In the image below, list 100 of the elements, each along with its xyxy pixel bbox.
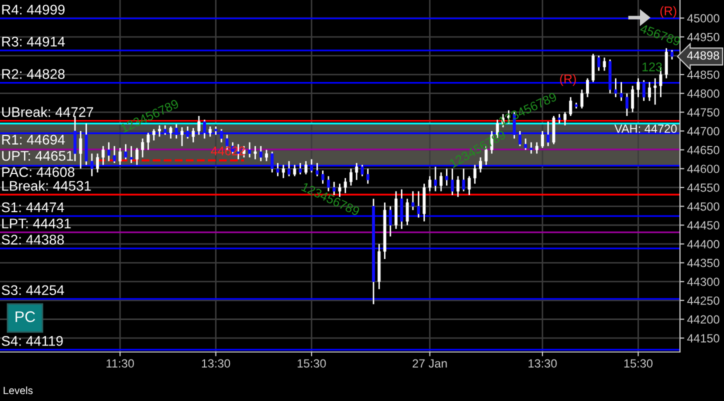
candlestick [259,145,262,162]
candlestick [265,149,268,162]
ref-line-label: S2: 44388 [2,234,64,245]
candlestick [288,160,290,177]
candlestick [203,119,206,140]
candlestick [293,164,296,177]
candlestick [186,126,190,140]
candlestick [648,81,651,102]
y-tick-label: 44200 [687,315,720,324]
candlestick [450,168,454,196]
candlestick [298,162,302,175]
annotation: 123 [642,62,662,72]
candlestick [130,145,133,164]
candlestick [445,168,448,186]
candlestick [220,128,223,143]
y-tick-label: 45000 [687,14,720,22]
candlestick [102,145,105,166]
candlestick [558,113,561,124]
y-tick-label: 44450 [687,221,720,230]
y-tick-label: 44550 [687,184,720,192]
ref-line-label: S3: 44254 [2,285,64,296]
candlestick [524,138,528,151]
candlestick [208,126,212,138]
candlestick [124,143,128,160]
annotation: (R) [660,6,676,18]
x-tick-label: 13:30 [202,359,230,368]
candlestick [614,78,618,98]
y-tick-label: 44750 [687,108,720,117]
candlestick [569,96,572,117]
y-tick-label: 44350 [687,258,720,268]
candlestick [440,172,443,192]
candlestick [456,175,460,198]
candlestick [428,175,432,192]
candlestick [602,56,606,72]
x-tick-label: 15:30 [624,359,653,368]
candlestick [316,162,319,177]
ref-line-label: VAH: 44720 [614,124,677,133]
candlestick [192,127,195,143]
y-tick-label: 44600 [687,164,720,174]
ref-line-label: S1: 44474 [2,202,64,212]
candlestick [270,151,274,174]
candlestick [366,168,370,184]
candlestick [620,81,623,102]
candlestick [112,145,116,164]
ref-line-label: PAC: 44608 [2,167,74,177]
candlestick [417,190,420,218]
candlestick [107,142,110,162]
candlestick [434,166,437,192]
candlestick [586,78,589,98]
y-tick-label: 44800 [687,89,720,98]
candlestick [484,145,488,166]
candlestick [96,152,100,174]
candlestick [74,115,76,162]
candlestick [321,170,324,184]
candlestick [507,110,510,124]
candlestick [411,190,414,211]
ref-line-label: R3: 44914 [2,36,65,47]
candlestick [135,147,138,166]
text: PC [16,311,36,322]
ref-line-label: LBreak: 44531 [2,180,91,191]
ref-line-label: UPT: 44651 [2,150,74,161]
y-tick-label: 44150 [687,334,720,342]
candlestick [490,130,494,154]
candlestick [642,79,646,102]
candlestick [400,188,404,230]
candlestick [146,132,150,151]
ref-line-label: R1: 44694 [2,134,65,145]
candlestick [90,152,94,177]
x-tick-label: 27 Jan [412,359,447,368]
candlestick [597,55,600,72]
candlestick [636,78,640,98]
candlestick [118,147,122,166]
y-tick-label: 44500 [687,202,720,211]
candlestick [197,115,200,136]
y-tick-label: 44850 [687,70,720,79]
y-tick-label: 44950 [687,32,720,42]
ref-line-label: S4: 44119 [2,336,63,346]
candlestick [310,158,314,174]
ref-line-label: LPT: 44431 [2,218,71,228]
ref-line-label: R2: 44828 [2,69,65,79]
x-tick-label: 13:30 [528,359,557,368]
candlestick [338,183,342,198]
candlestick [355,162,358,181]
candlestick [540,130,544,149]
candlestick [332,181,336,196]
text: 44898 [687,51,720,60]
x-tick-label: 15:30 [298,359,326,368]
candlestick [462,168,466,192]
candlestick [518,130,522,147]
candlestick [406,198,409,226]
text: Levels [4,386,33,394]
candlestick [248,142,252,158]
candlestick [276,162,280,177]
ref-line-label: R4: 44999 [2,4,65,15]
candlestick [79,130,82,170]
candlestick [141,138,144,158]
candlestick [254,145,257,160]
ref-line-label: UBreak: 44727 [2,106,94,117]
candlestick [625,92,628,117]
candlestick [530,142,533,154]
